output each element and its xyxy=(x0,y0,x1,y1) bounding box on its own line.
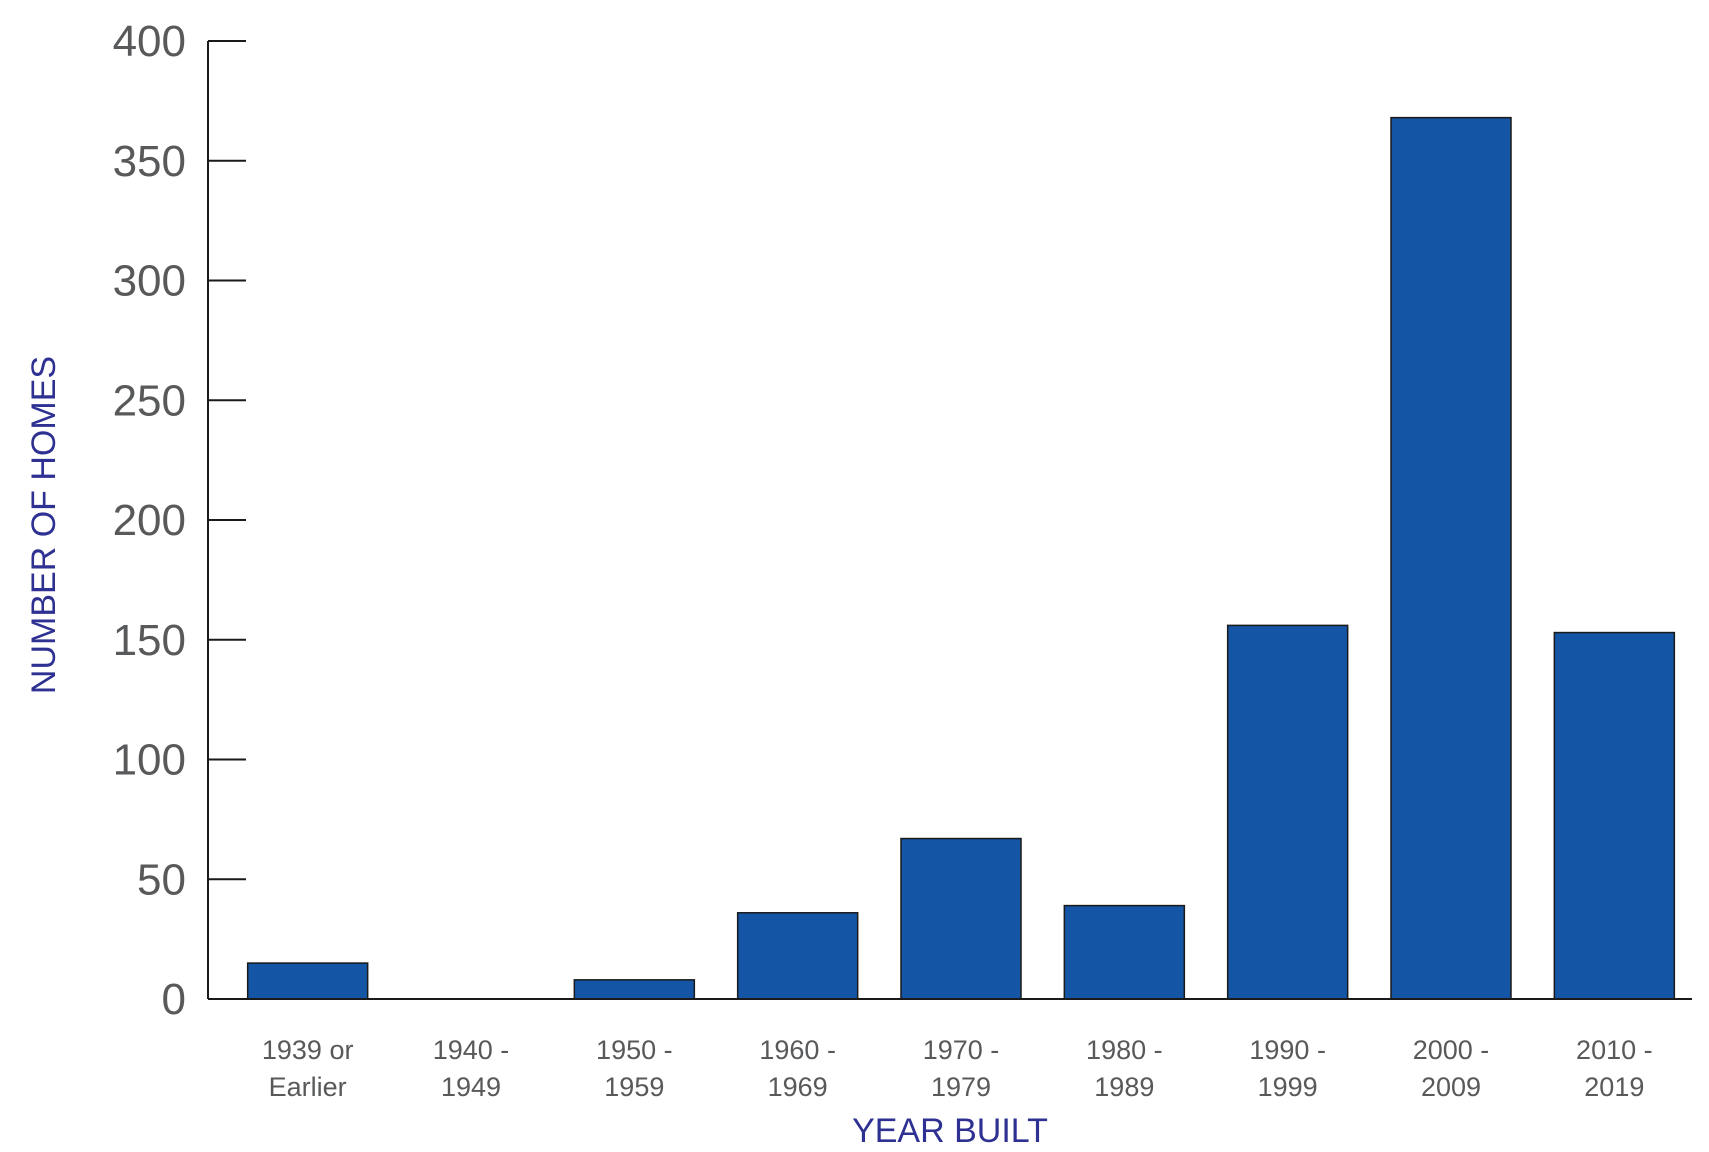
x-tick-label: Earlier xyxy=(269,1072,347,1102)
x-tick-label: 1989 xyxy=(1094,1072,1154,1102)
y-tick-label: 0 xyxy=(162,975,186,1024)
x-tick-label: 2000 - xyxy=(1413,1035,1490,1065)
x-tick-label: 1960 - xyxy=(759,1035,836,1065)
x-ticks-group: 1939 or Earlier 1940 - 1949 1950 - 1959 1960 -… xyxy=(262,1035,1653,1102)
x-tick-label: 1940 - xyxy=(433,1035,510,1065)
x-tick-label: 2009 xyxy=(1421,1072,1481,1102)
x-axis-title: YEAR BUILT xyxy=(852,1112,1048,1150)
x-tick-label: 1939 or xyxy=(262,1035,354,1065)
bar xyxy=(736,912,859,1000)
y-axis-title: NUMBER OF HOMES xyxy=(25,356,63,694)
x-tick-label: 1999 xyxy=(1258,1072,1318,1102)
x-tick-label: 2010 - xyxy=(1576,1035,1653,1065)
bar xyxy=(900,837,1022,1000)
x-tick-label: 1969 xyxy=(768,1072,828,1102)
x-tick-label: 1949 xyxy=(441,1072,501,1102)
y-tick-label: 200 xyxy=(113,496,186,545)
x-tick-label: 1950 - xyxy=(596,1035,673,1065)
x-tick-label: 2019 xyxy=(1584,1072,1644,1102)
x-tick-label: 1979 xyxy=(931,1072,991,1102)
x-tick-label: 1959 xyxy=(604,1072,664,1102)
bar xyxy=(1226,624,1349,1000)
x-tick-label: 1990 - xyxy=(1249,1035,1326,1065)
x-tick-label: 1970 - xyxy=(923,1035,1000,1065)
bar xyxy=(1063,904,1186,1000)
x-tick-label: 1980 - xyxy=(1086,1035,1163,1065)
bar xyxy=(246,962,369,1000)
y-tick-label: 150 xyxy=(113,616,186,665)
y-tick-label: 250 xyxy=(113,376,186,425)
y-tick-label: 300 xyxy=(113,257,186,306)
bar xyxy=(1553,631,1676,1000)
y-tick-label: 400 xyxy=(113,17,186,66)
bar xyxy=(1390,116,1512,1000)
y-tick-label: 100 xyxy=(113,736,186,785)
y-tick-label: 350 xyxy=(113,137,186,186)
y-tick-label: 50 xyxy=(137,855,186,904)
bars-group xyxy=(246,116,1676,1000)
y-ticks-group: 0 50 100 150 200 250 300 350 400 xyxy=(113,17,246,1024)
bar xyxy=(573,979,696,1000)
